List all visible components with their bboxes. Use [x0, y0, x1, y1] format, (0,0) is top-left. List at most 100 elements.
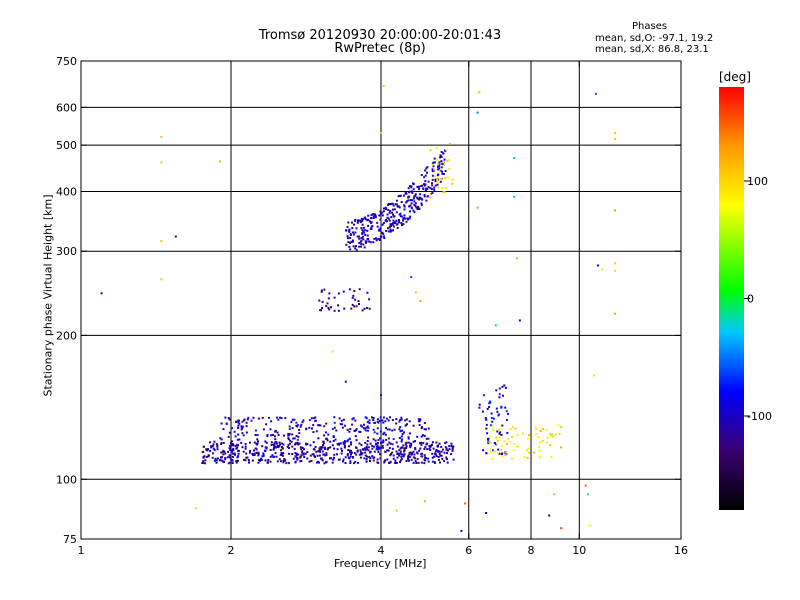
echo-point: [405, 441, 408, 444]
echo-point: [297, 435, 300, 438]
echo-point: [476, 206, 479, 209]
echo-point: [379, 446, 381, 449]
x-tick-label: 10: [572, 544, 586, 557]
echo-point: [278, 445, 281, 448]
echo-point: [437, 456, 440, 458]
echo-point: [295, 424, 298, 427]
echo-point: [535, 428, 538, 431]
echo-point: [294, 442, 297, 445]
echo-point: [500, 433, 503, 436]
echo-point: [446, 452, 448, 455]
echo-point: [267, 459, 270, 461]
echo-point: [256, 434, 259, 437]
echo-point: [423, 193, 426, 196]
echo-point: [262, 428, 265, 431]
echo-point: [287, 462, 290, 465]
echo-point: [418, 424, 421, 426]
echo-point: [364, 429, 367, 432]
echo-point: [380, 235, 383, 238]
echo-point: [513, 157, 516, 159]
echo-point: [442, 173, 445, 175]
echo-point: [249, 441, 251, 444]
echo-point: [523, 455, 526, 458]
echo-point: [435, 455, 438, 457]
echo-point: [253, 452, 256, 455]
echo-point: [318, 449, 321, 452]
echo-point: [325, 305, 328, 308]
echo-point: [287, 443, 290, 446]
echo-point: [356, 235, 359, 238]
echo-point: [232, 444, 235, 447]
echo-point: [350, 307, 353, 310]
echo-point: [299, 456, 302, 459]
echo-point: [516, 433, 519, 436]
echo-point: [211, 456, 214, 459]
echo-point: [375, 237, 377, 240]
echo-point: [391, 223, 394, 226]
echo-point: [402, 444, 405, 447]
echo-point: [368, 240, 371, 243]
echo-point: [385, 426, 387, 429]
echo-point: [342, 441, 345, 444]
echo-point: [310, 417, 313, 420]
echo-point: [361, 219, 364, 222]
echo-point: [395, 422, 398, 425]
echo-point: [414, 194, 417, 197]
echo-point: [378, 419, 381, 422]
echo-point: [202, 460, 205, 463]
echo-point: [371, 445, 374, 447]
echo-point: [160, 161, 163, 164]
echo-point: [265, 441, 268, 444]
echo-point: [386, 443, 389, 446]
echo-point: [408, 432, 411, 435]
echo-point: [331, 427, 334, 430]
echo-point: [442, 191, 445, 194]
echo-point: [414, 440, 417, 443]
echo-point: [348, 445, 350, 448]
echo-point: [383, 237, 386, 239]
echo-point: [252, 454, 255, 457]
echo-point: [282, 459, 285, 462]
echo-point: [426, 195, 429, 198]
y-tick-label: 500: [56, 139, 77, 152]
echo-point: [366, 440, 369, 442]
echo-point: [400, 201, 403, 203]
echo-point: [322, 442, 325, 445]
echo-point: [388, 447, 391, 449]
echo-point: [352, 233, 355, 236]
echo-point: [410, 444, 412, 447]
echo-point: [526, 456, 529, 459]
echo-point: [367, 426, 370, 429]
echo-point: [379, 218, 382, 221]
echo-point: [438, 161, 441, 164]
echo-point: [379, 453, 382, 456]
echo-point: [368, 422, 371, 425]
echo-point: [493, 442, 496, 444]
echo-point: [356, 450, 359, 453]
echo-point: [390, 224, 392, 227]
echo-point: [380, 394, 382, 397]
echo-point: [419, 300, 422, 302]
echo-point: [500, 406, 503, 409]
echo-point: [392, 229, 395, 232]
echo-point: [384, 206, 387, 209]
echo-point: [431, 178, 434, 181]
echo-point: [295, 452, 298, 455]
echo-point: [312, 441, 315, 444]
echo-point: [496, 439, 499, 442]
echo-point: [362, 448, 365, 451]
echo-point: [346, 428, 349, 431]
echo-point: [362, 218, 365, 221]
echo-point: [419, 193, 422, 196]
echo-point: [410, 458, 413, 461]
echo-point: [431, 443, 433, 446]
echo-point: [383, 431, 386, 434]
echo-point: [364, 216, 367, 219]
echo-point: [399, 447, 402, 450]
echo-point: [334, 438, 337, 441]
echo-point: [389, 228, 392, 231]
echo-point: [360, 243, 363, 246]
echo-point: [287, 438, 290, 441]
echo-point: [237, 426, 240, 429]
echo-point: [554, 433, 557, 436]
